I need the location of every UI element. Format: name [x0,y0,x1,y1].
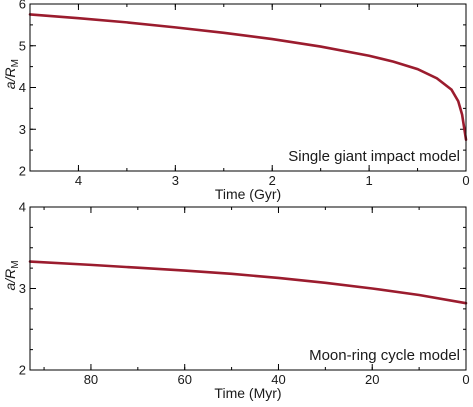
y-axis-label-main: a/R [2,67,18,89]
x-axis-label: Time (Gyr) [215,186,281,202]
x-tick-label: 60 [177,372,191,387]
x-tick-label: 80 [84,372,98,387]
y-axis-label-subscript: M [10,59,21,67]
axis-ticks [29,3,467,172]
panel-single-giant-impact: 4 3 2 1 0 2 3 4 5 6 Single giant impact model Ti… [2,0,470,202]
x-axis-label: Time (Myr) [214,385,281,401]
plot-frame [29,206,467,371]
y-tick-label: 6 [19,0,26,12]
y-axis-label-subscript: M [10,260,21,268]
y-tick-label: 2 [19,164,26,179]
x-tick-labels: 80 60 40 20 0 [84,372,470,387]
y-axis-label: a/RM [2,260,21,290]
y-tick-label: 3 [19,281,26,296]
x-tick-labels: 4 3 2 1 0 [75,173,470,188]
y-tick-labels: 2 3 4 [19,200,26,378]
y-tick-label: 5 [19,38,26,53]
series-line-semi-major-axis [28,13,468,141]
model-annotation: Single giant impact model [288,148,460,165]
x-tick-label: 0 [462,372,469,387]
series-line-semi-major-axis [28,260,468,305]
y-tick-label: 3 [19,122,26,137]
x-tick-label: 2 [269,173,276,188]
panel-moon-ring-cycle: 80 60 40 20 0 2 3 4 Moon-ring cycle model Time… [2,200,470,402]
y-tick-label: 2 [19,363,26,378]
x-tick-label: 0 [462,173,469,188]
x-tick-label: 40 [271,372,285,387]
y-tick-labels: 2 3 4 5 6 [19,0,26,179]
y-axis-label: a/RM [2,59,21,89]
y-tick-label: 4 [19,80,26,95]
axis-ticks [30,206,467,371]
x-tick-label: 4 [75,173,82,188]
model-annotation: Moon-ring cycle model [309,347,460,364]
y-tick-label: 4 [19,200,26,215]
y-axis-label-main: a/R [2,269,18,291]
plot-frame [29,3,467,172]
x-tick-label: 20 [365,372,379,387]
x-tick-label: 1 [365,173,372,188]
x-tick-label: 3 [172,173,179,188]
